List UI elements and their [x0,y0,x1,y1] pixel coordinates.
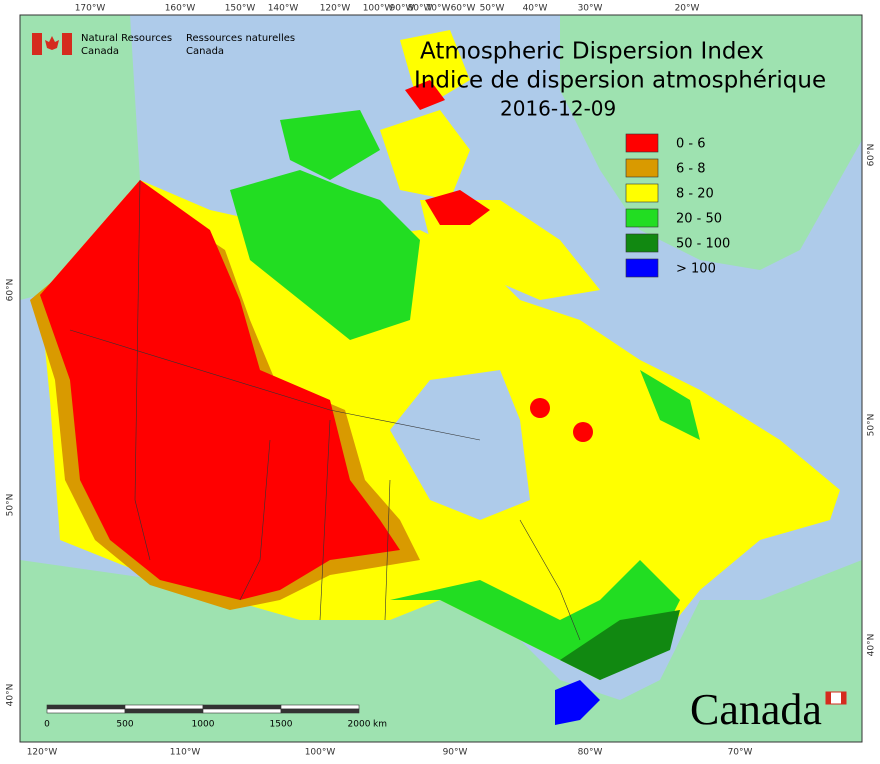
flag-bar [62,33,72,55]
legend-label: 8 - 20 [676,187,714,202]
agency-logo: Natural Resources Canada Ressources natu… [32,33,295,57]
frame [19,14,863,743]
title-fr: Indice de dispersion atmosphérique [414,68,826,94]
map-date: 2016-12-09 [500,97,616,121]
zone-over-100 [555,680,600,725]
graticule-label: 120°W [320,4,351,14]
agency-fr: Ressources naturelles [186,33,295,44]
legend-swatch [625,233,659,253]
legend: 0 - 6 6 - 8 8 - 20 20 - 50 50 - 100 > 100 [625,133,730,278]
zone-0-6 [425,190,490,225]
scale-segment [46,708,126,714]
graticule-label: 170°W [75,4,106,14]
border [384,479,391,621]
graticule-label: 120°W [27,748,58,758]
graticule-label: 90°W [443,748,468,758]
graticule-label: 60°W [451,4,476,14]
zone-20-50 [640,370,700,440]
greenland [560,15,862,270]
scale-label: 0 [44,720,50,730]
zone-0-6 [573,422,593,442]
legend-swatch [625,133,659,153]
border [519,519,581,641]
alaska [20,15,140,300]
graticule-label: 50°N [867,414,877,437]
graticule-label: 80°W [408,4,433,14]
legend-label: 50 - 100 [676,237,730,252]
graticule-label: 110°W [170,748,201,758]
border [319,419,331,621]
scale-segment [124,704,204,710]
flag-bar [32,33,42,55]
graticule-label: 90°W [390,4,415,14]
scale-segment [202,704,282,710]
wordmark: Canada [690,685,822,734]
graticule-label: 60°N [867,144,877,167]
borders [69,179,581,641]
graticule-label: 100°W [305,748,336,758]
graticule-label: 30°W [578,4,603,14]
graticule-label: 40°N [6,684,16,707]
border [239,439,271,601]
agency-en: Canada [81,46,119,57]
scale-label: 2000 [348,720,371,730]
graticule-label: 60°N [6,279,16,302]
scale-unit: km [373,720,387,730]
graticule-label: 50°N [6,494,16,517]
flag-bar [826,692,831,704]
zone-20-50 [280,110,380,180]
graticule-label: 20°W [675,4,700,14]
scale-segment [280,708,360,714]
maple-leaf [45,36,59,50]
scale-label: 500 [116,720,133,730]
legend-swatch [625,208,659,228]
canada-wordmark: Canada [690,685,847,734]
title-en: Atmospheric Dispersion Index [420,39,764,65]
scale-label: 1500 [270,720,293,730]
graticule-label: 80°W [578,748,603,758]
legend-swatch [625,258,659,278]
zone-0-6 [530,398,550,418]
scale-segment [46,704,126,710]
scale-bar: 0 500 1000 1500 2000 km [44,704,387,730]
scale-label: 1000 [192,720,215,730]
graticule-label: 160°W [165,4,196,14]
zone-8-20 [380,110,470,200]
graticule-label: 100°W [363,4,394,14]
flag-bar [841,692,846,704]
zone-0-6 [40,180,400,600]
graticule-label: 140°W [268,4,299,14]
agency-en: Natural Resources [81,33,172,44]
graticule-label: 40°N [867,634,877,657]
graticule-label: 150°W [225,4,256,14]
legend-label: 20 - 50 [676,212,722,227]
graticule-label: 50°W [480,4,505,14]
graticule-label: 40°W [523,4,548,14]
agency-fr: Canada [186,46,224,57]
legend-swatch [625,183,659,203]
legend-label: > 100 [676,262,716,277]
legend-label: 6 - 8 [676,162,706,177]
graticule-label: 70°W [728,748,753,758]
zone-20-50 [230,170,420,340]
scale-segment [280,704,360,710]
scale-segment [124,708,204,714]
hudson-bay [390,370,530,520]
graticule-label: 70°W [426,4,451,14]
zone-50-100 [560,610,680,680]
legend-label: 0 - 6 [676,137,706,152]
zone-0-6 [405,80,445,110]
border [134,179,151,561]
scale-segment [202,708,282,714]
canada-index [30,30,840,725]
border [69,329,481,441]
legend-swatch [625,158,659,178]
